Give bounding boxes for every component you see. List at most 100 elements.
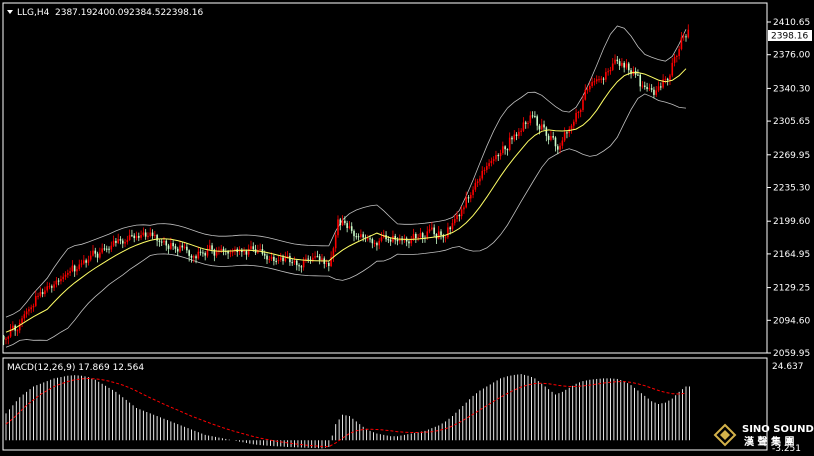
candle xyxy=(424,235,426,243)
candle xyxy=(85,258,87,268)
candle xyxy=(154,230,156,239)
candle xyxy=(559,142,561,154)
candle xyxy=(479,175,481,186)
candle xyxy=(124,238,126,248)
price-tick-label: 2129.25 xyxy=(773,284,810,294)
candle xyxy=(314,251,316,260)
candle xyxy=(595,75,598,85)
candle xyxy=(614,54,616,65)
candle xyxy=(119,236,122,245)
candle xyxy=(126,235,129,245)
candle xyxy=(289,253,291,266)
candle xyxy=(602,77,605,85)
candle xyxy=(486,162,488,173)
candle xyxy=(536,114,538,131)
candle xyxy=(609,66,612,75)
candle xyxy=(584,84,587,101)
price-tick-label: 2199.60 xyxy=(773,217,810,227)
candle xyxy=(183,242,186,250)
candle xyxy=(531,111,534,119)
candle xyxy=(142,227,145,237)
candle xyxy=(547,133,550,145)
candle xyxy=(451,218,454,232)
candle xyxy=(373,240,376,247)
candle xyxy=(671,57,674,78)
candle xyxy=(73,264,76,277)
candlesticks xyxy=(2,24,690,346)
candle xyxy=(41,288,44,298)
candle xyxy=(437,225,440,240)
moving-average xyxy=(5,68,687,333)
candle xyxy=(215,247,218,258)
candle xyxy=(556,144,559,155)
macd-axis-max: 24.637 xyxy=(772,362,804,372)
price-tick-label: 2269.95 xyxy=(773,151,810,161)
candle xyxy=(298,263,300,271)
candle xyxy=(23,310,26,322)
candle xyxy=(83,255,85,265)
candle xyxy=(318,253,321,265)
candle xyxy=(527,120,529,129)
candle xyxy=(563,127,566,143)
candle xyxy=(147,232,149,240)
price-tick-label: 2094.60 xyxy=(773,316,810,326)
candle xyxy=(241,248,243,257)
candle xyxy=(344,216,346,226)
candle xyxy=(339,217,342,231)
price-tick-label: 2376.00 xyxy=(773,51,810,61)
candle xyxy=(277,256,280,264)
candle xyxy=(593,78,596,86)
symbol-dropdown-icon[interactable] xyxy=(7,10,13,14)
candle xyxy=(669,73,671,85)
candle xyxy=(570,123,573,134)
candle xyxy=(268,255,271,263)
candle xyxy=(355,232,358,240)
candle xyxy=(353,229,355,242)
candle xyxy=(657,81,660,93)
candle xyxy=(611,57,614,72)
candle xyxy=(540,118,543,131)
ma-line xyxy=(5,68,687,333)
candle xyxy=(543,120,545,131)
candle xyxy=(323,256,326,269)
candle xyxy=(469,192,472,203)
candle xyxy=(199,248,202,256)
candle xyxy=(60,275,62,285)
candle xyxy=(37,292,39,300)
candle xyxy=(357,233,360,241)
price-axis: 2410.65 2376.00 2340.30 2305.65 2269.95 2235.… xyxy=(767,18,810,359)
candle xyxy=(92,245,94,257)
candle xyxy=(204,251,206,261)
candle xyxy=(433,224,435,238)
candle xyxy=(403,234,406,244)
candle xyxy=(653,86,655,99)
candle xyxy=(600,76,603,84)
candle xyxy=(186,243,188,254)
candle xyxy=(676,54,678,63)
candle xyxy=(648,83,651,92)
candle xyxy=(67,269,69,278)
macd-histogram xyxy=(5,374,690,449)
candle xyxy=(625,58,628,70)
candle xyxy=(467,195,470,203)
candle xyxy=(673,53,676,67)
candle xyxy=(495,150,497,162)
candle xyxy=(490,157,493,167)
candle xyxy=(96,251,99,263)
candle xyxy=(167,243,170,254)
candle xyxy=(48,282,51,290)
candle xyxy=(144,229,147,240)
candle xyxy=(334,232,337,252)
lower-band xyxy=(5,93,687,348)
candle xyxy=(447,222,449,240)
candle xyxy=(2,335,5,346)
candle xyxy=(328,261,330,272)
candle xyxy=(275,257,277,265)
candle xyxy=(573,119,575,131)
candle xyxy=(396,237,399,246)
candle xyxy=(655,85,658,98)
candle xyxy=(380,232,383,243)
candle xyxy=(460,205,463,220)
candle xyxy=(76,266,78,276)
candle xyxy=(250,240,252,250)
